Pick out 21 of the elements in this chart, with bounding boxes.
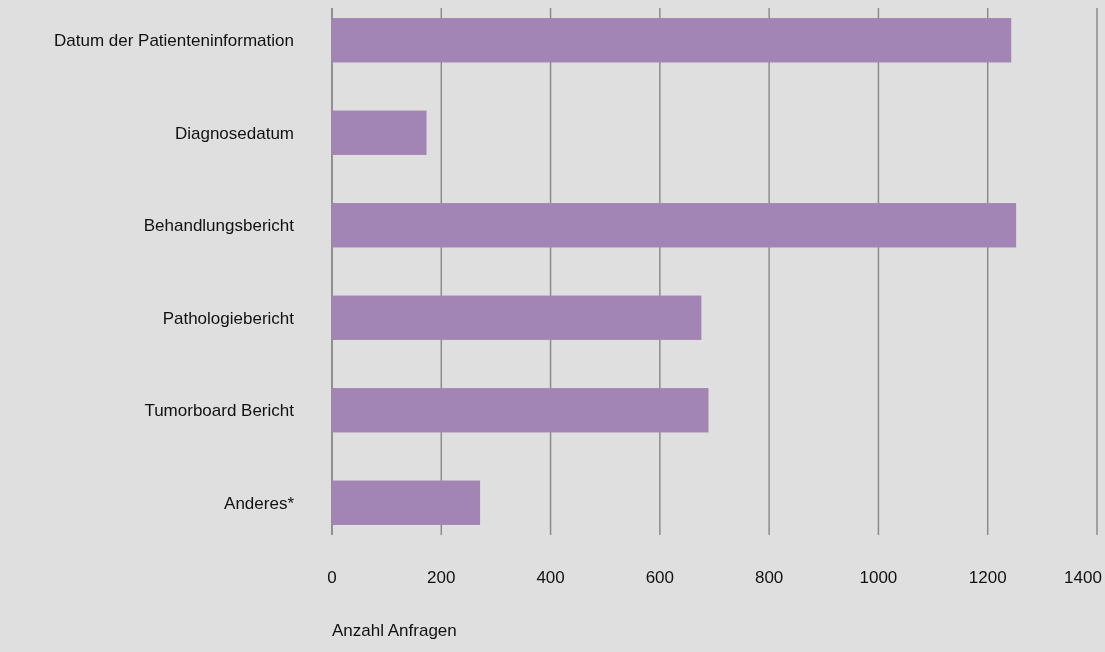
- x-tick-label: 400: [536, 568, 565, 587]
- x-axis-title: Anzahl Anfragen: [332, 621, 457, 640]
- bar: [332, 110, 427, 155]
- bar: [332, 18, 1012, 63]
- y-tick-label: Pathologiebericht: [162, 308, 295, 328]
- y-tick-label: Diagnosedatum: [174, 123, 294, 143]
- bar: [332, 203, 1017, 248]
- bar: [332, 480, 481, 525]
- x-tick-label: 1400: [1064, 568, 1102, 587]
- x-tick-label: 200: [427, 568, 456, 587]
- bar: [332, 388, 709, 433]
- x-tick-label: 1200: [968, 568, 1007, 587]
- y-tick-label: Datum der Patienteninformation: [53, 31, 294, 51]
- y-tick-label: Tumorboard Bericht: [144, 401, 295, 421]
- x-tick-label: 1000: [859, 568, 898, 587]
- x-tick-label: 0: [327, 568, 337, 587]
- x-tick-label: 800: [754, 568, 784, 587]
- y-tick-label: Anderes*: [224, 493, 295, 513]
- bar: [332, 295, 702, 340]
- y-tick-label: Behandlungsbericht: [143, 216, 295, 236]
- x-tick-label: 600: [645, 568, 675, 587]
